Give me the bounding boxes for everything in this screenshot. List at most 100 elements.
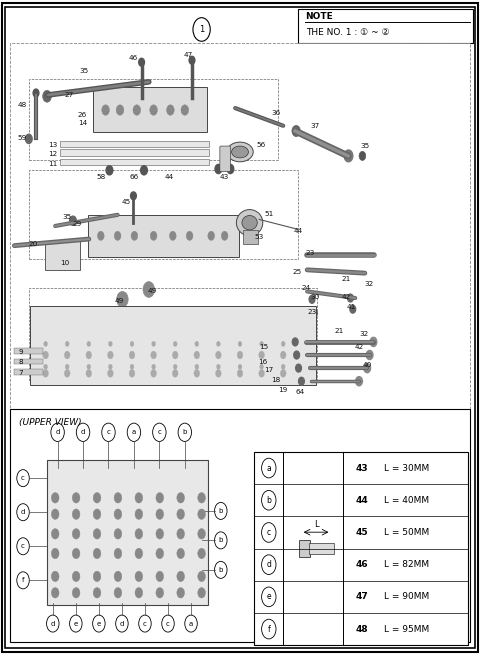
Circle shape	[156, 529, 164, 539]
Text: L = 40MM: L = 40MM	[384, 496, 429, 505]
Circle shape	[51, 509, 59, 519]
Text: 9: 9	[18, 349, 23, 356]
Text: 66: 66	[130, 174, 139, 180]
Circle shape	[348, 294, 353, 302]
Text: 24: 24	[301, 285, 311, 291]
Circle shape	[87, 341, 91, 346]
Circle shape	[51, 548, 59, 559]
Text: L: L	[314, 520, 318, 529]
FancyBboxPatch shape	[298, 9, 473, 43]
Text: 13: 13	[48, 141, 58, 148]
Circle shape	[93, 493, 101, 503]
Text: 37: 37	[311, 122, 320, 129]
Circle shape	[216, 351, 221, 359]
Text: 23: 23	[306, 250, 315, 256]
Circle shape	[72, 529, 80, 539]
Circle shape	[72, 588, 80, 598]
Circle shape	[51, 529, 59, 539]
Circle shape	[141, 166, 147, 175]
Text: e: e	[97, 620, 101, 627]
Circle shape	[237, 369, 243, 377]
Text: L = 50MM: L = 50MM	[384, 528, 429, 537]
Circle shape	[169, 231, 176, 240]
Text: d: d	[21, 509, 25, 515]
Text: 56: 56	[256, 142, 265, 149]
Text: 46: 46	[129, 54, 138, 61]
Circle shape	[181, 105, 189, 115]
Circle shape	[72, 548, 80, 559]
Circle shape	[135, 493, 143, 503]
FancyBboxPatch shape	[47, 460, 208, 605]
Text: 58: 58	[96, 174, 106, 180]
Circle shape	[356, 377, 362, 386]
Circle shape	[309, 295, 315, 303]
Circle shape	[86, 369, 92, 377]
Text: d: d	[120, 620, 124, 627]
FancyBboxPatch shape	[243, 230, 258, 244]
Circle shape	[51, 588, 59, 598]
Text: 42: 42	[354, 344, 364, 350]
FancyBboxPatch shape	[220, 146, 230, 172]
Circle shape	[280, 351, 286, 359]
Circle shape	[189, 56, 195, 64]
Text: 29: 29	[72, 221, 82, 227]
Circle shape	[260, 364, 264, 369]
Circle shape	[43, 90, 51, 102]
Circle shape	[131, 192, 136, 200]
Text: 42: 42	[342, 293, 351, 300]
Text: 45: 45	[121, 198, 131, 205]
Text: 53: 53	[254, 234, 264, 240]
Circle shape	[129, 351, 135, 359]
Circle shape	[259, 369, 264, 377]
Circle shape	[292, 126, 300, 136]
Text: 7: 7	[18, 370, 23, 377]
Circle shape	[194, 351, 200, 359]
Circle shape	[135, 548, 143, 559]
Circle shape	[139, 58, 144, 66]
Text: a: a	[132, 429, 136, 436]
Circle shape	[172, 369, 178, 377]
Text: L = 95MM: L = 95MM	[384, 625, 429, 633]
FancyBboxPatch shape	[45, 241, 80, 270]
Text: c: c	[143, 620, 147, 627]
Circle shape	[114, 493, 122, 503]
FancyBboxPatch shape	[60, 141, 209, 147]
Circle shape	[135, 509, 143, 519]
Text: (UPPER VIEW): (UPPER VIEW)	[19, 418, 82, 427]
Text: 44: 44	[355, 496, 368, 505]
Circle shape	[108, 369, 113, 377]
Text: 21: 21	[342, 276, 351, 282]
Circle shape	[156, 571, 164, 582]
Text: f: f	[22, 577, 24, 584]
Circle shape	[72, 493, 80, 503]
Circle shape	[87, 364, 91, 369]
Text: THE NO. 1 : ① ~ ②: THE NO. 1 : ① ~ ②	[306, 28, 390, 37]
Text: 46: 46	[355, 560, 368, 569]
Circle shape	[167, 105, 174, 115]
Circle shape	[296, 364, 301, 372]
Circle shape	[114, 231, 121, 240]
Text: 59: 59	[18, 134, 27, 141]
Circle shape	[116, 105, 124, 115]
Text: d: d	[266, 560, 271, 569]
Circle shape	[366, 350, 373, 360]
Text: 41: 41	[347, 304, 356, 310]
Circle shape	[195, 341, 199, 346]
Circle shape	[195, 364, 199, 369]
Circle shape	[216, 341, 220, 346]
Circle shape	[198, 493, 205, 503]
Circle shape	[133, 105, 141, 115]
Circle shape	[177, 493, 184, 503]
Text: 8: 8	[18, 359, 23, 365]
Text: 19: 19	[278, 386, 288, 393]
Text: 44: 44	[164, 174, 174, 180]
Circle shape	[198, 548, 205, 559]
Text: 35: 35	[62, 214, 72, 221]
Circle shape	[93, 571, 101, 582]
FancyBboxPatch shape	[10, 43, 470, 413]
Text: 32: 32	[359, 331, 369, 337]
Circle shape	[280, 369, 286, 377]
Circle shape	[173, 364, 177, 369]
FancyBboxPatch shape	[14, 348, 43, 354]
Text: L = 82MM: L = 82MM	[384, 560, 429, 569]
